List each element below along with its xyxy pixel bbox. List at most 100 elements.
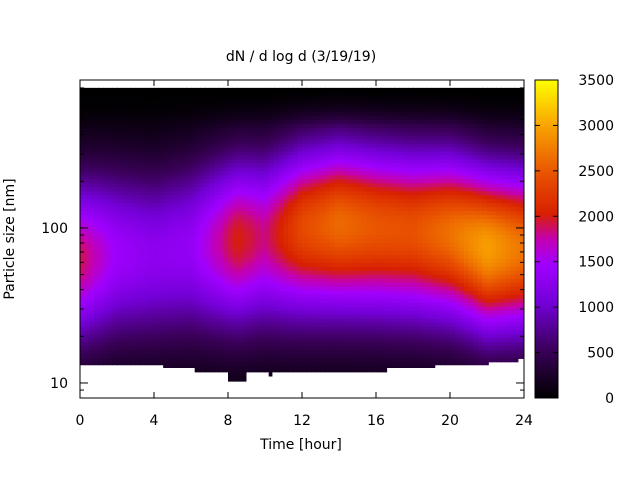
heatmap-cell bbox=[209, 266, 215, 272]
heatmap-cell bbox=[297, 266, 303, 272]
heatmap-cell bbox=[163, 235, 169, 240]
heatmap-cell bbox=[135, 131, 141, 137]
heatmap-cell bbox=[329, 298, 335, 304]
heatmap-cell bbox=[107, 179, 113, 184]
heatmap-cell bbox=[362, 254, 368, 260]
heatmap-cell bbox=[362, 151, 368, 157]
heatmap-cell bbox=[315, 282, 322, 288]
heatmap-cell bbox=[265, 207, 271, 212]
heatmap-cell bbox=[302, 322, 308, 328]
heatmap-cell bbox=[251, 151, 257, 157]
heatmap-cell bbox=[130, 175, 137, 180]
heatmap-cell bbox=[343, 227, 349, 232]
heatmap-cell bbox=[315, 235, 322, 240]
heatmap-cell bbox=[126, 207, 132, 212]
heatmap-cell bbox=[306, 242, 312, 248]
heatmap-cell bbox=[260, 231, 266, 236]
heatmap-cell bbox=[255, 143, 261, 149]
heatmap-cell bbox=[362, 195, 368, 200]
heatmap-cell bbox=[232, 155, 238, 161]
heatmap-cell bbox=[214, 274, 220, 280]
heatmap-cell bbox=[209, 91, 215, 97]
heatmap-cell bbox=[186, 115, 192, 121]
heatmap-cell bbox=[366, 111, 372, 117]
heatmap-cell bbox=[223, 334, 229, 339]
heatmap-cell bbox=[140, 203, 146, 208]
heatmap-cell bbox=[135, 254, 141, 260]
heatmap-cell bbox=[334, 246, 340, 252]
heatmap-cell bbox=[343, 306, 349, 312]
heatmap-cell bbox=[265, 155, 271, 161]
heatmap-cell bbox=[177, 95, 183, 101]
heatmap-cell bbox=[278, 147, 285, 153]
heatmap-cell bbox=[186, 147, 192, 153]
heatmap-cell bbox=[269, 334, 275, 339]
heatmap-cell bbox=[149, 310, 155, 316]
heatmap-cell bbox=[218, 262, 224, 268]
heatmap-cell bbox=[232, 274, 238, 280]
heatmap-cell bbox=[228, 294, 234, 300]
heatmap-cell bbox=[241, 374, 248, 379]
heatmap-cell bbox=[339, 163, 345, 169]
heatmap-cell bbox=[343, 270, 349, 276]
heatmap-cell bbox=[311, 318, 317, 324]
heatmap-cell bbox=[237, 203, 243, 208]
heatmap-cell bbox=[172, 147, 178, 153]
heatmap-cell bbox=[348, 143, 354, 149]
heatmap-cell bbox=[135, 87, 141, 93]
heatmap-cell bbox=[241, 354, 248, 359]
heatmap-cell bbox=[246, 342, 252, 347]
heatmap-cell bbox=[232, 219, 238, 224]
heatmap-cell bbox=[209, 107, 215, 113]
heatmap-cell bbox=[214, 127, 220, 133]
heatmap-cell bbox=[93, 310, 100, 316]
heatmap-cell bbox=[121, 175, 127, 180]
heatmap-cell bbox=[149, 159, 155, 165]
heatmap-cell bbox=[352, 334, 359, 339]
heatmap-cell bbox=[218, 175, 224, 180]
heatmap-cell bbox=[283, 183, 289, 188]
heatmap-cell bbox=[204, 91, 211, 97]
heatmap-cell bbox=[320, 354, 326, 359]
heatmap-cell bbox=[260, 322, 266, 328]
heatmap-cell bbox=[103, 258, 109, 264]
heatmap-cell bbox=[158, 282, 164, 288]
heatmap-cell bbox=[172, 302, 178, 308]
heatmap-cell bbox=[200, 179, 206, 184]
heatmap-cell bbox=[121, 143, 127, 149]
heatmap-cell bbox=[274, 155, 280, 161]
heatmap-cell bbox=[237, 286, 243, 292]
heatmap-cell bbox=[158, 111, 164, 117]
heatmap-cell bbox=[260, 310, 266, 316]
heatmap-cell bbox=[306, 302, 312, 308]
heatmap-cell bbox=[154, 338, 160, 343]
heatmap-cell bbox=[357, 322, 363, 328]
heatmap-cell bbox=[195, 127, 201, 133]
heatmap-cell bbox=[181, 155, 187, 161]
heatmap-cell bbox=[302, 254, 308, 260]
heatmap-cell bbox=[362, 219, 368, 224]
heatmap-cell bbox=[269, 135, 275, 141]
heatmap-cell bbox=[200, 330, 206, 336]
heatmap-cell bbox=[343, 219, 349, 224]
heatmap-cell bbox=[320, 123, 326, 129]
heatmap-cell bbox=[302, 346, 308, 351]
heatmap-cell bbox=[320, 294, 326, 300]
heatmap-cell bbox=[228, 250, 234, 256]
heatmap-cell bbox=[121, 211, 127, 216]
heatmap-cell bbox=[181, 163, 187, 169]
heatmap-cell bbox=[315, 239, 322, 244]
heatmap-cell bbox=[288, 171, 294, 177]
heatmap-cell bbox=[278, 171, 285, 177]
heatmap-cell bbox=[223, 171, 229, 177]
heatmap-cell bbox=[329, 119, 335, 125]
heatmap-cell bbox=[204, 231, 211, 236]
heatmap-cell bbox=[366, 155, 372, 161]
heatmap-cell bbox=[260, 111, 266, 117]
heatmap-cell bbox=[343, 294, 349, 300]
heatmap-cell bbox=[214, 171, 220, 177]
heatmap-cell bbox=[292, 147, 298, 153]
heatmap-cell bbox=[228, 99, 234, 105]
heatmap-cell bbox=[251, 215, 257, 220]
heatmap-cell bbox=[278, 99, 285, 105]
